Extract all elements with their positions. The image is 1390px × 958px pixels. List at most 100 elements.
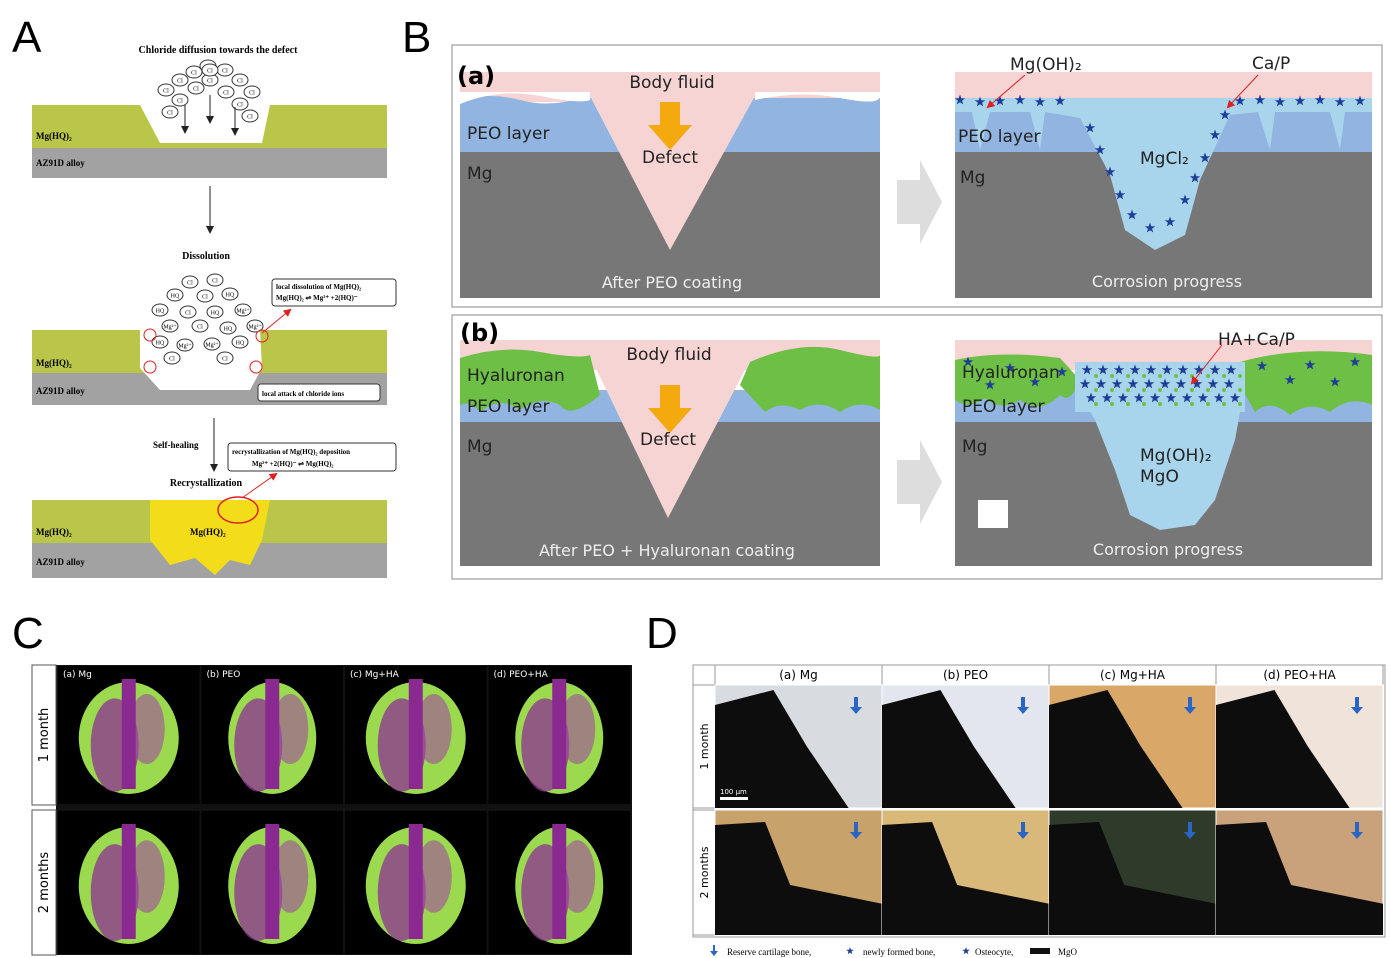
ion-label: HQ: [236, 341, 245, 347]
label: Mg: [467, 164, 492, 184]
ion-label: Cl: [222, 357, 228, 363]
panel-a: A Chloride diffusion towards the defect …: [12, 13, 396, 578]
ion-label: Cl: [169, 357, 175, 363]
panel-label: D: [646, 609, 678, 658]
legend-icon: [710, 945, 718, 956]
step-title: Recrystallization: [170, 478, 243, 489]
figure: A Chloride diffusion towards the defect …: [0, 0, 1390, 958]
panel-label: C: [12, 609, 44, 658]
row-label: 1 month: [698, 723, 711, 769]
callout-text: Mg²⁺ +2(HQ)⁻ ⇌ Mg(HQ)₂: [252, 460, 334, 468]
ion-label: Cl: [197, 325, 203, 331]
particle: [1110, 374, 1114, 378]
particle: [1238, 388, 1242, 392]
particle: [1222, 402, 1226, 406]
step-title: Dissolution: [182, 251, 230, 262]
layer-label: AZ91D alloy: [36, 158, 85, 168]
ion-label: HQ: [156, 341, 165, 347]
particle: [1158, 388, 1162, 392]
column-label: (d) PEO+HA: [1263, 668, 1336, 682]
particle: [1158, 374, 1162, 378]
ion-label: HQ: [171, 294, 180, 300]
particle: [1238, 374, 1242, 378]
implant: [409, 679, 423, 789]
particle: [1190, 388, 1194, 392]
label: Mg: [962, 437, 987, 457]
particle: [1126, 402, 1130, 406]
particle: [1158, 402, 1162, 406]
row-label: 1 month: [37, 708, 52, 763]
label: Defect: [640, 430, 696, 450]
particle: [1206, 388, 1210, 392]
caption: After PEO coating: [602, 273, 742, 292]
particle: [1142, 388, 1146, 392]
label: HA+Ca/P: [1218, 330, 1295, 350]
label: Mg: [960, 168, 985, 188]
particle: [1222, 374, 1226, 378]
ion-label: Cl: [212, 279, 218, 285]
ion-label: Cl: [193, 87, 199, 93]
ion-label: HQ: [226, 293, 235, 299]
ion-label: Cl: [237, 79, 243, 85]
layer-label: Mg(HQ)₂: [190, 527, 226, 537]
label: PEO layer: [958, 127, 1040, 147]
legend-label: Osteocyte,: [975, 947, 1013, 957]
ion-label: Cl: [237, 103, 243, 109]
implant: [265, 824, 279, 939]
ion-label: Cl: [187, 281, 193, 287]
particle: [1206, 402, 1210, 406]
legend-label: Reserve cartilage bone,: [727, 947, 811, 957]
column-label: (b) PEO: [943, 668, 988, 682]
legend-icon: [962, 947, 970, 954]
arrow: [242, 474, 276, 498]
column-label: (a) Mg: [63, 670, 92, 680]
scale-bar: [720, 797, 748, 800]
ion-label: Cl: [207, 79, 213, 85]
legend-label: MgO: [1058, 947, 1078, 957]
step-note: Self-healing: [153, 440, 199, 450]
row-tag: (a): [457, 62, 495, 90]
particle: [1174, 374, 1178, 378]
caption: After PEO + Hyaluronan coating: [539, 541, 795, 560]
ion-label: Mg²⁺: [178, 343, 191, 350]
legend-icon: [846, 947, 854, 954]
particle: [1190, 402, 1194, 406]
caption: Corrosion progress: [1093, 540, 1243, 559]
label: Mg(OH)₂: [1140, 446, 1212, 466]
step-title: Chloride diffusion towards the defect: [139, 45, 299, 56]
particle: [1142, 374, 1146, 378]
column-label: (a) Mg: [779, 668, 818, 682]
particle: [1142, 402, 1146, 406]
scale-label: 100 μm: [720, 788, 747, 796]
callout-text: local dissolution of Mg(HQ)₂: [276, 283, 361, 291]
panel-c: C 1 month(a) Mg(b) PEO(c) Mg+HA(d) PEO+H…: [12, 609, 632, 955]
particle: [1110, 388, 1114, 392]
particle: [1190, 374, 1194, 378]
layer-label: Mg(HQ)₂: [36, 131, 72, 141]
particle: [1094, 374, 1098, 378]
row-label: 2 months: [698, 846, 711, 898]
ion-label: Cl: [177, 99, 183, 105]
ion-label: Cl: [222, 69, 228, 75]
ion-label: Mg²⁺: [248, 324, 261, 331]
ion-label: Mg²⁺: [163, 324, 176, 331]
ion-label: Cl: [163, 89, 169, 95]
row-tag: (b): [460, 319, 499, 347]
layer-label: Mg(HQ)₂: [36, 358, 72, 368]
ion-label: Cl: [247, 115, 253, 121]
ion-label: Cl: [167, 111, 173, 117]
layer-label: AZ91D alloy: [36, 386, 85, 396]
ion-label: Cl: [223, 91, 229, 97]
panel-label: B: [402, 13, 431, 62]
particle: [1126, 374, 1130, 378]
label: PEO layer: [467, 124, 549, 144]
ion-label: Cl: [202, 295, 208, 301]
legend-icon: [1030, 948, 1050, 954]
grid-cells: (a) Mg (b) PEO (c) Mg+HA (d) PEO+HA 1 month 2…: [693, 665, 1383, 935]
callout-text: recrystallization of Mg(HQ)₂ deposition: [232, 448, 350, 456]
ion-label: Cl: [249, 91, 255, 97]
ion-label: Mg²⁺: [236, 308, 249, 315]
label: Hyaluronan: [962, 363, 1060, 383]
ion-label: HQ: [224, 327, 233, 333]
column-label: (c) Mg+HA: [1100, 668, 1166, 682]
